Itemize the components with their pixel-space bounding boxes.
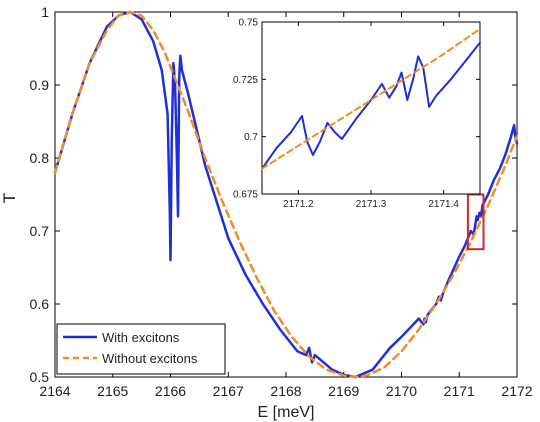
main-x-tick-label: 2164 bbox=[39, 383, 70, 399]
inset-y-tick-label: 0.675 bbox=[233, 190, 258, 201]
inset-y-tick-label: 0.725 bbox=[233, 75, 258, 86]
main-x-tick-label: 2165 bbox=[97, 383, 128, 399]
inset-x-tick-label: 2171.2 bbox=[283, 199, 314, 210]
inset-x-tick-label: 2171.4 bbox=[428, 199, 459, 210]
main-x-tick-label: 2166 bbox=[155, 383, 186, 399]
main-y-tick-label: 0.6 bbox=[30, 296, 50, 312]
main-series-with-excitons bbox=[53, 10, 519, 379]
main-series-without-excitons bbox=[53, 10, 519, 379]
y-axis-label: T bbox=[0, 193, 19, 203]
inset-y-tick-label: 0.7 bbox=[244, 132, 258, 143]
inset-x-tick-label: 2171.3 bbox=[356, 199, 387, 210]
inset-lines bbox=[261, 27, 481, 170]
main-x-tick-label: 2170 bbox=[386, 383, 417, 399]
inset-plot-frame bbox=[261, 21, 481, 195]
x-axis-label: E [meV] bbox=[258, 404, 315, 421]
main-lines bbox=[53, 10, 519, 379]
main-y-tick-label: 1 bbox=[41, 4, 49, 20]
legend-label-without-excitons: Without excitons bbox=[102, 351, 198, 366]
main-ticks: 2164 2165 2166 2167 2168 2169 2170 2171 2172 0.5 0… bbox=[30, 4, 533, 399]
main-x-tick-label: 2167 bbox=[213, 383, 244, 399]
main-x-tick-label: 2168 bbox=[270, 383, 301, 399]
main-x-tick-label: 2169 bbox=[328, 383, 359, 399]
inset-ticks: 2171.2 2171.3 2171.4 0.675 0.7 0.725 0.75 bbox=[233, 18, 480, 210]
legend-label-with-excitons: With excitons bbox=[102, 330, 180, 345]
main-x-tick-label: 2171 bbox=[444, 383, 475, 399]
inset-chart: 2171.2 2171.3 2171.4 0.675 0.7 0.725 0.75 bbox=[233, 18, 481, 210]
main-chart: 2164 2165 2166 2167 2168 2169 2170 2171 2172 0.5 0… bbox=[0, 4, 533, 421]
main-y-tick-label: 0.5 bbox=[30, 369, 50, 385]
main-y-tick-label: 0.9 bbox=[30, 77, 50, 93]
main-x-tick-label: 2172 bbox=[501, 383, 532, 399]
main-y-tick-label: 0.7 bbox=[30, 223, 50, 239]
inset-series-without-excitons bbox=[261, 27, 481, 170]
legend: With excitons Without excitons bbox=[56, 323, 226, 375]
main-y-tick-label: 0.8 bbox=[30, 150, 50, 166]
inset-y-tick-label: 0.75 bbox=[239, 18, 259, 29]
legend-box bbox=[56, 323, 226, 375]
